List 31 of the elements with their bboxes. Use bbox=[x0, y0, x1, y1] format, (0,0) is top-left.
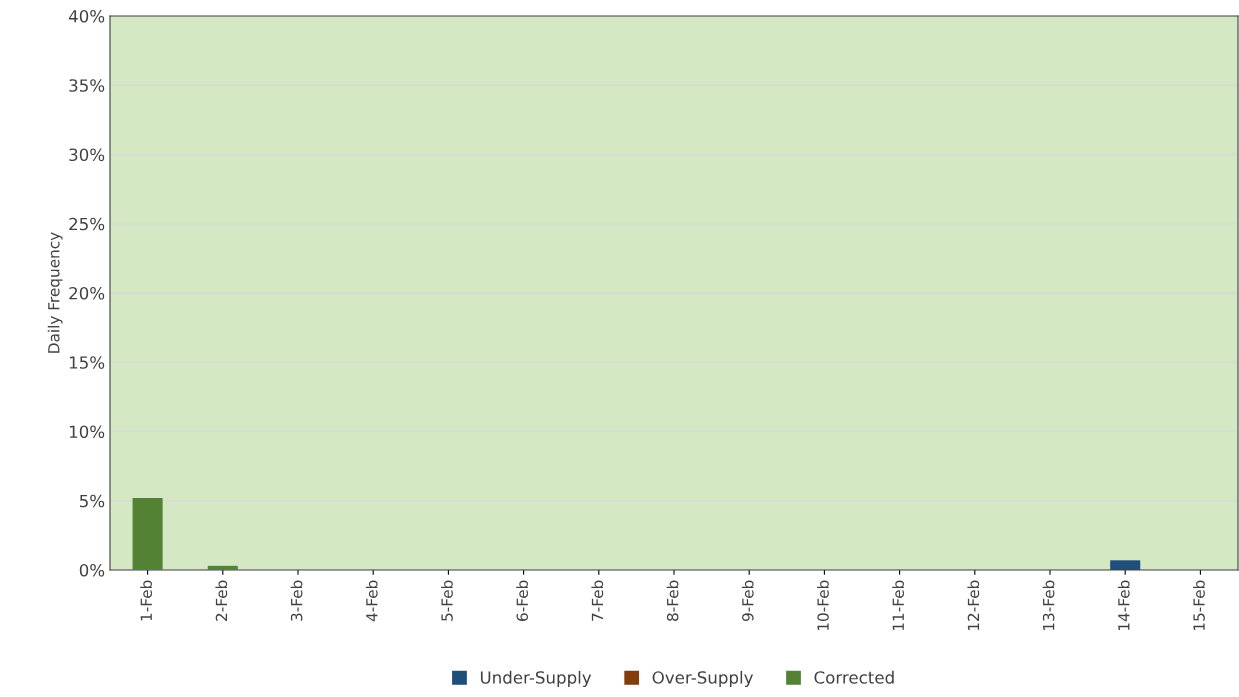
x-tick-label: 2-Feb bbox=[215, 580, 228, 621]
x-tick-label: 13-Feb bbox=[1042, 580, 1055, 631]
y-tick-label: 10% bbox=[69, 425, 105, 439]
x-tick-label: 8-Feb bbox=[666, 580, 679, 621]
x-tick-label: 12-Feb bbox=[967, 580, 980, 631]
x-tick-label: 5-Feb bbox=[441, 580, 453, 621]
x-tick-label: 10-Feb bbox=[817, 580, 829, 631]
x-tick-label: 4-Feb bbox=[365, 580, 378, 622]
bar bbox=[1110, 560, 1141, 570]
x-tick-label: 15-Feb bbox=[1193, 580, 1205, 631]
y-tick-label: 30% bbox=[69, 148, 105, 162]
x-tick-label: 11-Feb bbox=[892, 580, 905, 631]
y-tick-label: 0% bbox=[79, 563, 105, 577]
y-tick-label: 35% bbox=[69, 79, 105, 92]
x-tick-label: 3-Feb bbox=[290, 580, 303, 621]
x-tick-label: 7-Feb bbox=[591, 580, 604, 621]
y-tick-label: 15% bbox=[69, 356, 105, 369]
y-tick-label: 40% bbox=[68, 9, 105, 23]
y-tick-label: 20% bbox=[69, 286, 105, 300]
x-tick-label: 1-Feb bbox=[140, 580, 153, 621]
legend-label: Over-Supply bbox=[652, 670, 754, 687]
x-tick-label: 6-Feb bbox=[516, 580, 529, 621]
y-axis-title: Daily Frequency bbox=[47, 232, 63, 353]
x-tick-label: 9-Feb bbox=[741, 580, 754, 622]
y-tick-label: 25% bbox=[69, 217, 105, 231]
y-tick-label: 5% bbox=[79, 494, 105, 508]
legend-label: Under-Supply bbox=[480, 670, 592, 687]
bar bbox=[132, 497, 163, 570]
legend-label: Corrected bbox=[814, 670, 894, 684]
x-tick-label: 14-Feb bbox=[1117, 580, 1130, 631]
bar bbox=[207, 565, 238, 570]
